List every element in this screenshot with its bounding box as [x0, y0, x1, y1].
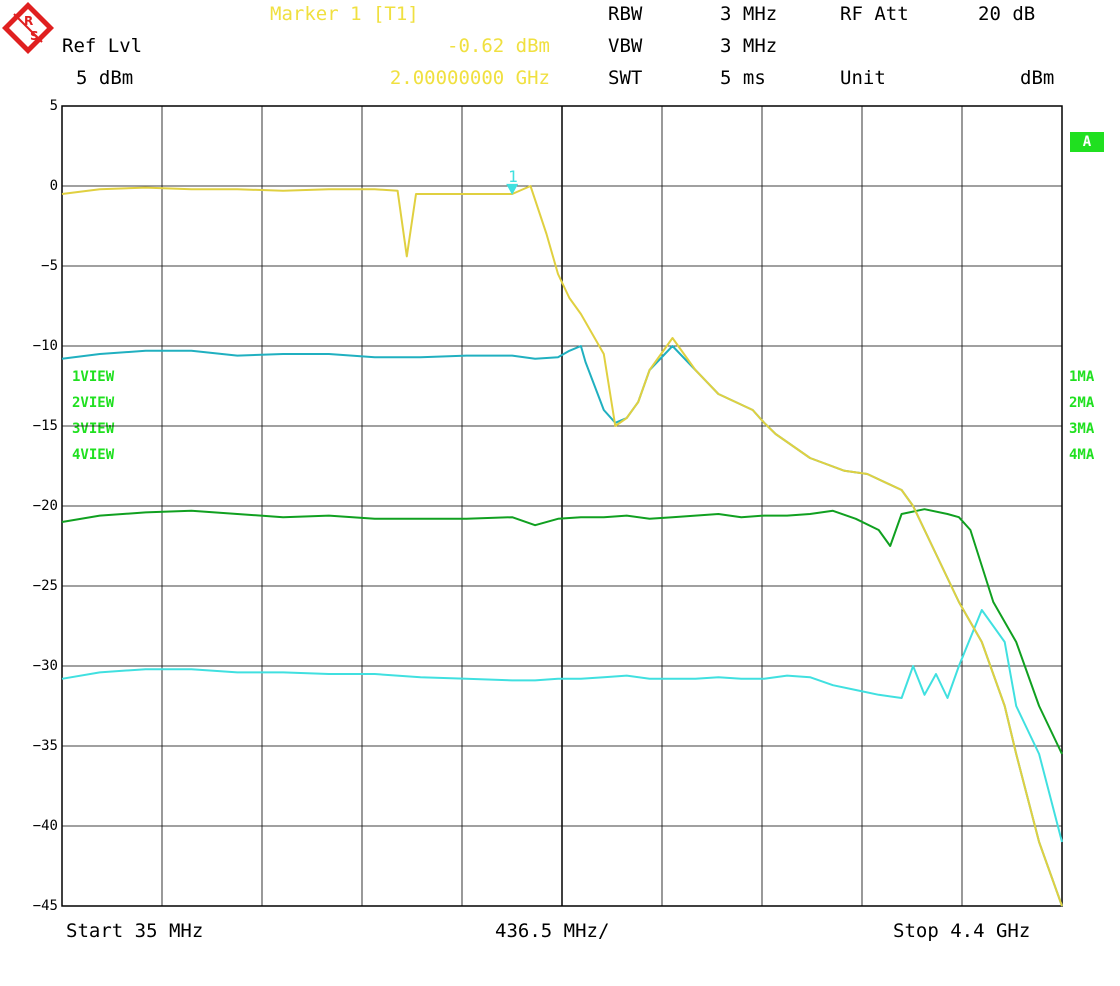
unit-value: dBm	[1020, 67, 1055, 89]
rf-att-value: 20 dB	[978, 3, 1036, 25]
y-tick-label: −10	[32, 338, 58, 354]
span-per-division: 436.5 MHz/	[495, 920, 610, 942]
ref-level-label: Ref Lvl	[62, 35, 143, 57]
marker-title: Marker 1 [T1]	[270, 3, 419, 25]
vbw-label: VBW	[608, 35, 643, 57]
marker-1-label: 1	[508, 167, 518, 186]
y-tick-label: −35	[32, 738, 58, 754]
stop-frequency: Stop 4.4 GHz	[893, 920, 1031, 942]
svg-text:S: S	[30, 29, 39, 43]
y-tick-label: 0	[49, 178, 58, 194]
rf-att-label: RF Att	[840, 3, 909, 25]
unit-label: Unit	[840, 67, 886, 89]
y-tick-label: −15	[32, 418, 58, 434]
plot-traces	[61, 185, 1063, 907]
start-frequency: Start 35 MHz	[66, 920, 204, 942]
ref-level-value: 5 dBm	[76, 67, 134, 89]
y-tick-label: −20	[32, 498, 58, 514]
marker-frequency: 2.00000000 GHz	[389, 67, 550, 89]
trace-a-indicator: A	[1070, 132, 1104, 152]
svg-text:R: R	[24, 14, 33, 28]
trace-3-line	[61, 508, 1063, 755]
rbw-label: RBW	[608, 3, 643, 25]
trace-view-label-2: 2VIEW	[72, 395, 115, 411]
y-tick-label: −40	[32, 818, 58, 834]
vbw-value: 3 MHz	[720, 35, 778, 57]
trace-1-line	[61, 185, 1063, 907]
marker-level: -0.62 dBm	[447, 35, 550, 57]
rbw-value: 3 MHz	[720, 3, 778, 25]
trace-ma-label-3: 3MA	[1069, 421, 1095, 437]
swt-label: SWT	[608, 67, 643, 89]
trace-ma-label-4: 4MA	[1069, 447, 1095, 463]
trace-ma-label-1: 1MA	[1069, 369, 1095, 385]
y-tick-label: −25	[32, 578, 58, 594]
rohde-schwarz-logo-icon: R S	[2, 2, 54, 54]
swt-value: 5 ms	[720, 67, 766, 89]
plot-grid	[61, 105, 1063, 907]
marker-group: 1	[506, 167, 519, 195]
trace-ma-label-2: 2MA	[1069, 395, 1095, 411]
trace-view-label-3: 3VIEW	[72, 421, 115, 437]
y-tick-label: −45	[32, 898, 58, 914]
y-tick-label: −5	[41, 258, 58, 274]
y-tick-label: −30	[32, 658, 58, 674]
trace-view-label-1: 1VIEW	[72, 369, 115, 385]
y-tick-label: 5	[49, 98, 58, 114]
marker-1-symbol	[506, 183, 519, 195]
trace-4-line	[61, 609, 1063, 843]
trace-view-label-4: 4VIEW	[72, 447, 115, 463]
